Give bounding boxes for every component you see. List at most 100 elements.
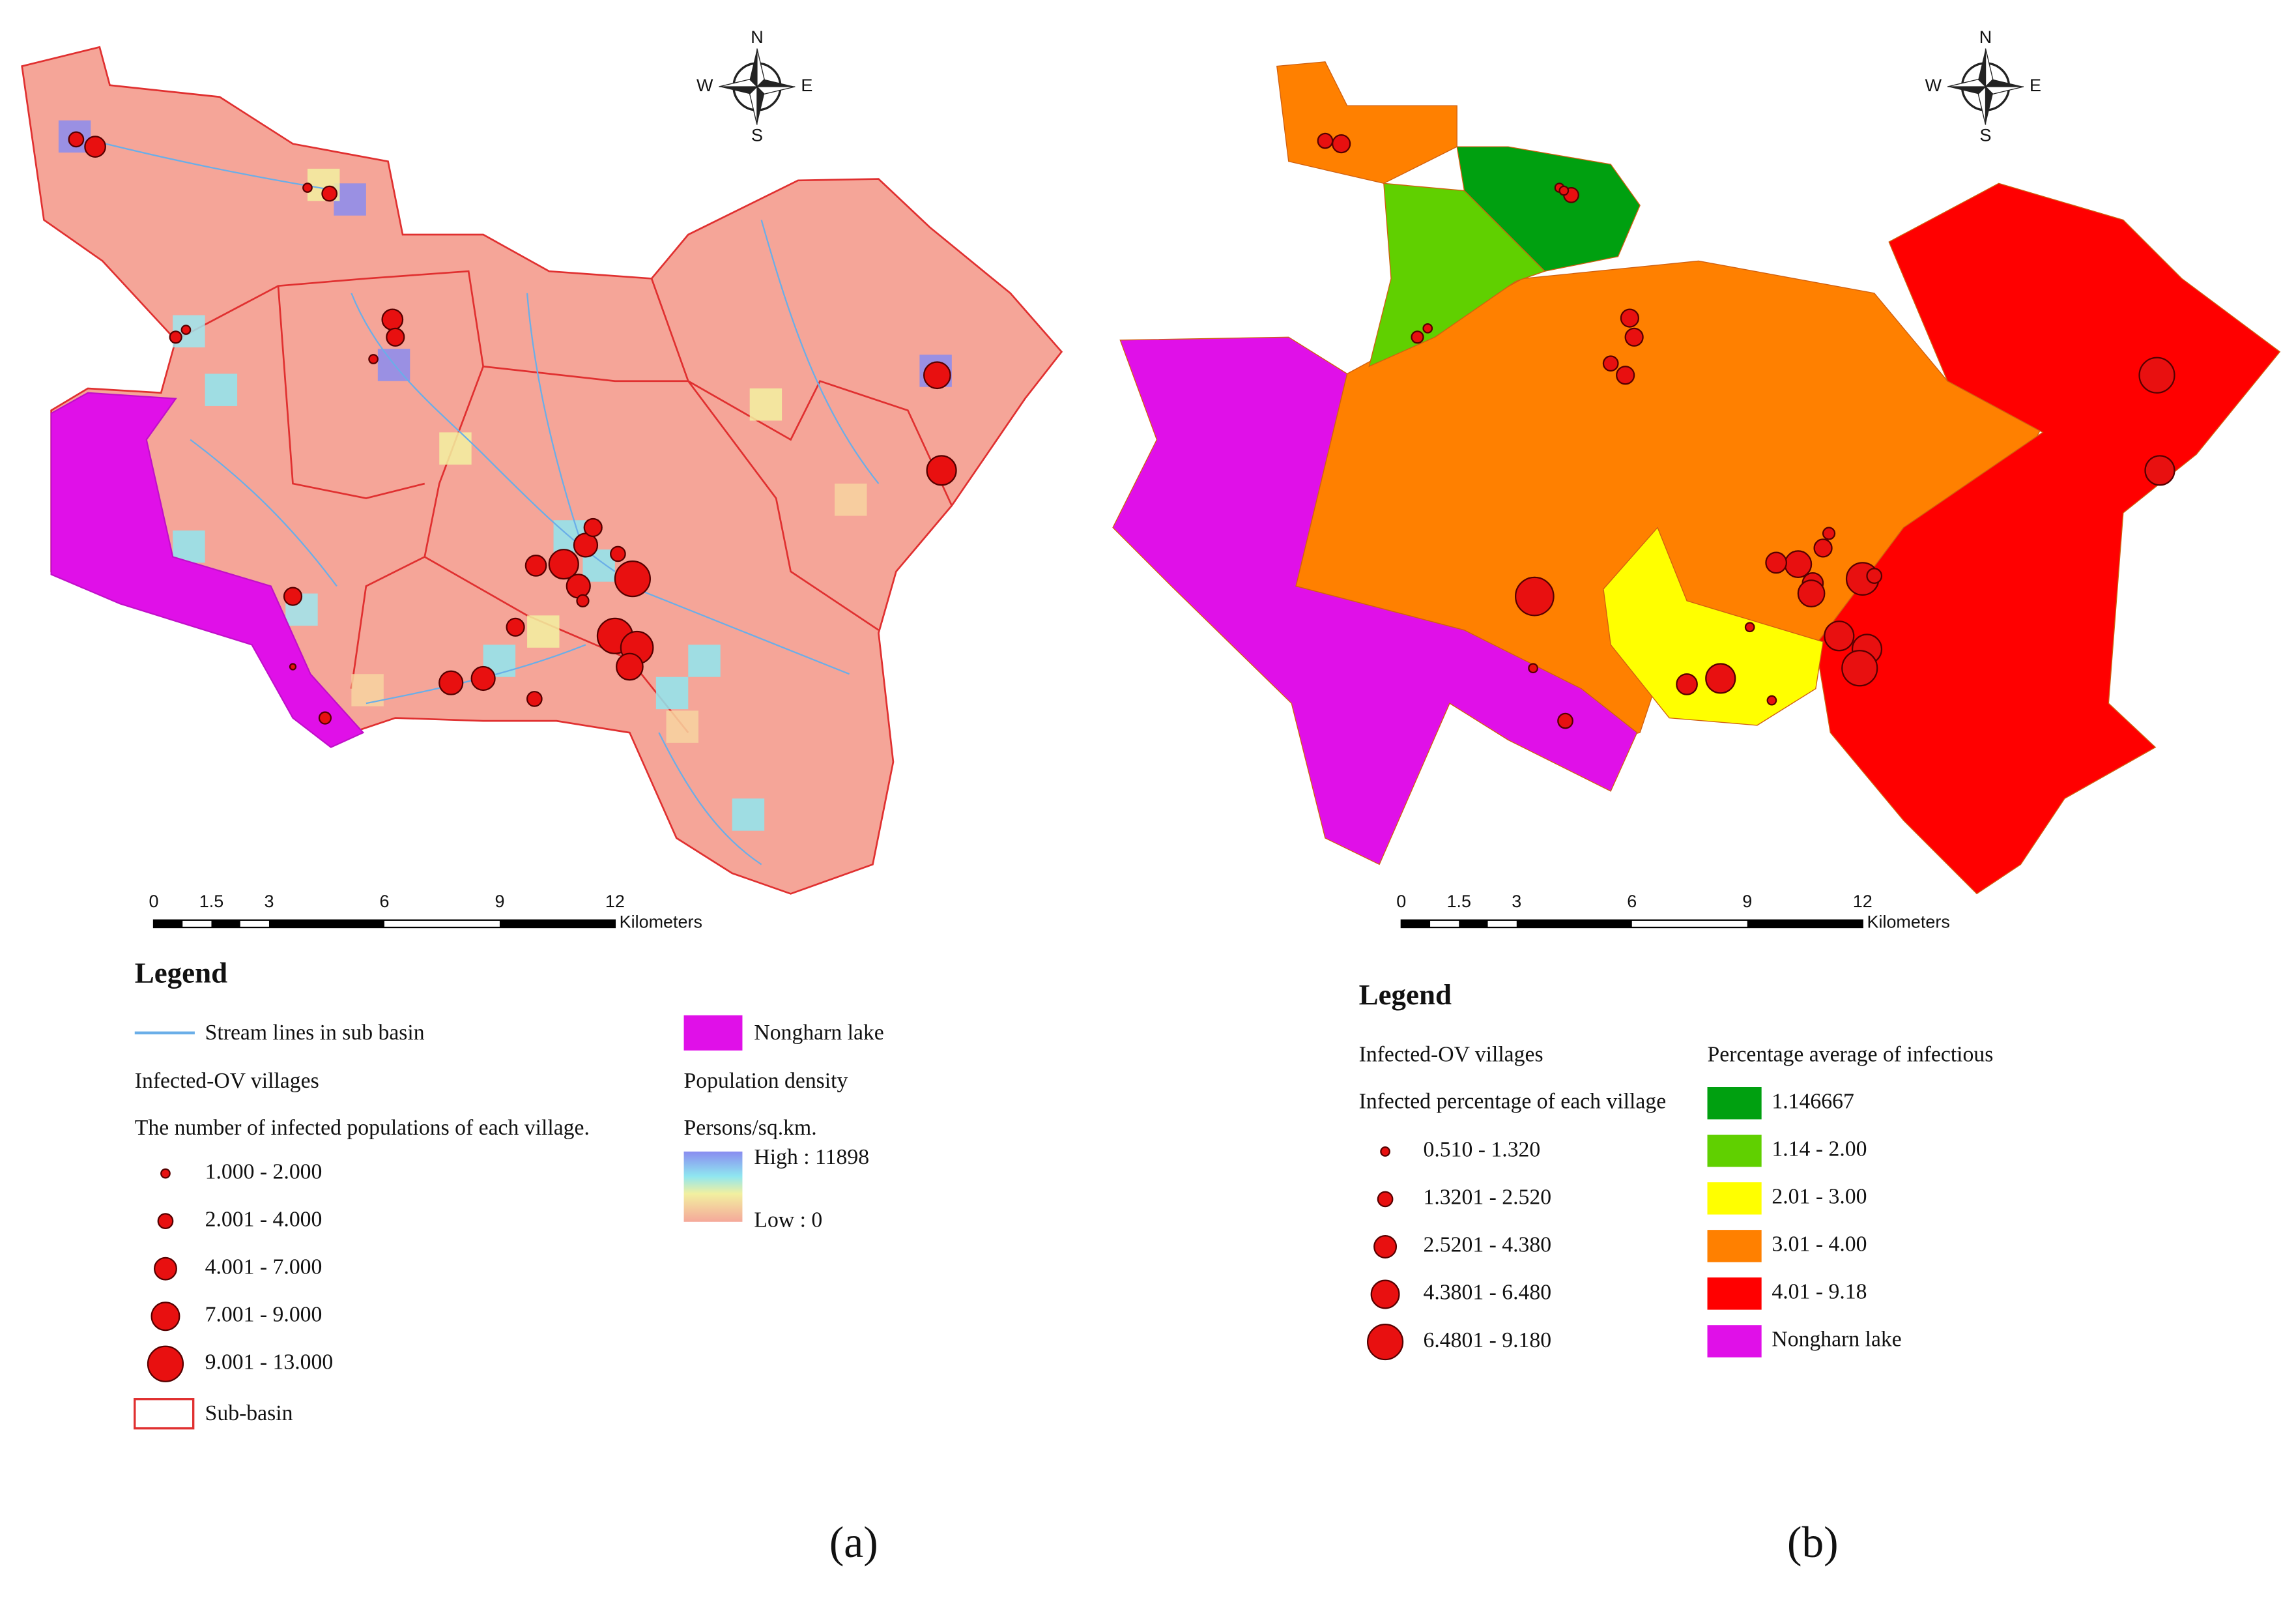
village: [526, 691, 543, 707]
basin-area: [21, 46, 1063, 895]
stream-line: [526, 293, 587, 557]
legend-swatch: [1707, 1325, 1762, 1358]
village: [583, 517, 603, 538]
legend-label: 1.146667: [1772, 1089, 1854, 1113]
legend-lake-symbol: [683, 1015, 743, 1051]
compass: N S E W: [696, 27, 812, 145]
scale-label: 9: [495, 892, 504, 911]
legend-symbol: [1380, 1146, 1390, 1157]
stream-line: [760, 220, 880, 484]
legend-symbol: [1370, 1279, 1400, 1309]
legend-label: 4.01 - 9.18: [1772, 1280, 1867, 1304]
village: [1705, 663, 1736, 694]
legend-swatch: [1707, 1277, 1762, 1310]
scale-segment: [153, 920, 183, 928]
density-cell: [655, 676, 689, 710]
legend-label: 2.01 - 3.00: [1772, 1185, 1867, 1209]
compass: N S E W: [1925, 27, 2041, 145]
legend-label: 3.01 - 4.00: [1772, 1232, 1867, 1257]
village: [1866, 568, 1883, 585]
compass-star: [1947, 48, 2024, 125]
legend-symbol: [147, 1345, 184, 1382]
village: [610, 545, 626, 562]
scale-label: 3: [1512, 892, 1521, 911]
legend-subbasin-symbol: [134, 1398, 195, 1430]
region-orange: [1276, 61, 1457, 184]
village: [302, 182, 313, 193]
legend-title: Legend: [135, 957, 227, 989]
legend: Legend Stream lines in sub basin Infected-…: [134, 957, 884, 1430]
legend-label: Stream lines in sub basin: [205, 1021, 425, 1045]
legend-label: Persons/sq.km.: [684, 1116, 817, 1140]
lake-area: [50, 392, 365, 748]
village: [1557, 712, 1573, 729]
legend-label: 1.14 - 2.00: [1772, 1137, 1867, 1161]
village: [506, 617, 525, 637]
village: [180, 325, 192, 335]
legend-density-ramp: [683, 1151, 743, 1222]
stream-line: [87, 138, 337, 192]
sub-basin-boundary: [483, 365, 880, 631]
scale-segment: [268, 920, 384, 928]
village: [318, 711, 332, 725]
scale-segment: [1747, 920, 1863, 928]
scale-label: 12: [605, 892, 625, 911]
compass-e: E: [2030, 76, 2041, 95]
scale-label: 3: [264, 892, 274, 911]
density-cell: [749, 388, 782, 421]
legend-label: Nongharn lake: [754, 1021, 883, 1045]
legend-label: Population density: [684, 1069, 848, 1093]
scale-unit: Kilometers: [620, 912, 702, 931]
scale-segment: [1401, 920, 1431, 928]
legend-label: Infected percentage of each village: [1359, 1089, 1667, 1113]
density-cell: [439, 432, 472, 465]
legend-label: 2.001 - 4.000: [205, 1207, 323, 1231]
village: [926, 455, 957, 486]
village: [524, 555, 547, 577]
village: [1841, 650, 1878, 687]
legend-symbol: [157, 1213, 174, 1230]
village: [1558, 185, 1570, 196]
scale-segment: [499, 920, 615, 928]
village: [614, 560, 651, 598]
legend-label: Percentage average of infectious: [1708, 1043, 1994, 1067]
legend-label: 1.3201 - 2.520: [1424, 1185, 1552, 1210]
village: [1744, 622, 1755, 633]
legend-label: Infected-OV villages: [135, 1069, 319, 1093]
village: [368, 354, 379, 364]
village: [1411, 330, 1424, 344]
compass-n: N: [751, 27, 763, 47]
sub-basin-boundary: [277, 285, 425, 499]
stream-line: [629, 585, 850, 675]
lake-area: [1112, 336, 1638, 865]
scale-label: 0: [1396, 892, 1406, 911]
village: [1317, 132, 1334, 149]
density-cell: [732, 798, 765, 831]
village: [1528, 663, 1538, 674]
village: [1766, 695, 1777, 706]
caption: (a): [829, 1518, 878, 1567]
compass-s: S: [751, 126, 763, 145]
stream-line: [658, 732, 762, 865]
density-cell: [527, 615, 560, 648]
scale-segment: [211, 920, 240, 928]
stream-line: [190, 439, 337, 587]
legend-label: Low : 0: [754, 1208, 822, 1232]
legend-label: 2.5201 - 4.380: [1424, 1233, 1552, 1257]
legend-label: 7.001 - 9.000: [205, 1302, 323, 1326]
compass-w: W: [696, 76, 713, 95]
scale-label: 1.5: [199, 892, 223, 911]
legend-label: 9.001 - 13.000: [205, 1350, 334, 1375]
village: [2138, 356, 2175, 394]
legend-label: Sub-basin: [205, 1401, 293, 1425]
village: [1765, 551, 1788, 574]
density-cell: [173, 530, 205, 563]
village: [1616, 366, 1635, 385]
legend-symbol: [1366, 1323, 1404, 1361]
scale-label: 1.5: [1447, 892, 1471, 911]
village: [1797, 579, 1826, 607]
village: [1332, 134, 1351, 154]
